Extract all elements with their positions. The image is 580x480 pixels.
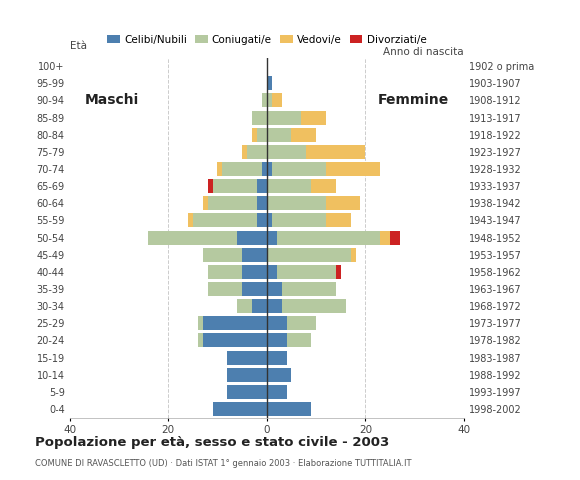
- Text: Età: Età: [70, 41, 86, 51]
- Bar: [267, 299, 281, 313]
- Bar: [267, 282, 281, 296]
- Bar: [257, 128, 267, 142]
- Bar: [262, 94, 267, 108]
- Bar: [291, 128, 316, 142]
- Bar: [336, 265, 340, 279]
- Bar: [242, 145, 247, 159]
- Bar: [267, 334, 287, 348]
- Bar: [267, 94, 271, 108]
- Text: Maschi: Maschi: [84, 94, 139, 108]
- Bar: [247, 145, 267, 159]
- Bar: [202, 334, 267, 348]
- Bar: [267, 230, 277, 245]
- Bar: [257, 179, 267, 193]
- Bar: [202, 316, 267, 330]
- Bar: [267, 248, 350, 262]
- Bar: [267, 385, 287, 399]
- Bar: [227, 385, 267, 399]
- Bar: [326, 196, 360, 210]
- Bar: [208, 196, 257, 210]
- Text: Femmine: Femmine: [378, 94, 449, 108]
- Text: Popolazione per età, sesso e stato civile - 2003: Popolazione per età, sesso e stato civil…: [35, 436, 389, 449]
- Bar: [267, 162, 271, 176]
- Bar: [267, 350, 287, 365]
- Bar: [390, 230, 400, 245]
- Bar: [202, 248, 242, 262]
- Bar: [242, 248, 267, 262]
- Bar: [326, 162, 380, 176]
- Bar: [188, 214, 193, 228]
- Bar: [237, 299, 252, 313]
- Bar: [326, 214, 350, 228]
- Bar: [227, 368, 267, 382]
- Bar: [222, 162, 262, 176]
- Bar: [267, 214, 271, 228]
- Bar: [212, 179, 257, 193]
- Bar: [242, 265, 267, 279]
- Bar: [212, 402, 267, 416]
- Bar: [281, 282, 336, 296]
- Bar: [267, 145, 306, 159]
- Bar: [208, 282, 242, 296]
- Bar: [271, 94, 281, 108]
- Bar: [193, 214, 257, 228]
- Bar: [218, 162, 222, 176]
- Bar: [242, 282, 267, 296]
- Bar: [257, 214, 267, 228]
- Bar: [267, 76, 271, 90]
- Bar: [271, 214, 326, 228]
- Bar: [281, 299, 346, 313]
- Bar: [227, 350, 267, 365]
- Bar: [287, 334, 311, 348]
- Bar: [306, 145, 365, 159]
- Bar: [252, 128, 257, 142]
- Bar: [267, 368, 291, 382]
- Bar: [350, 248, 356, 262]
- Bar: [252, 110, 267, 125]
- Bar: [267, 179, 311, 193]
- Text: Anno di nascita: Anno di nascita: [383, 47, 464, 57]
- Bar: [267, 316, 287, 330]
- Bar: [267, 402, 311, 416]
- Bar: [198, 334, 202, 348]
- Bar: [277, 265, 336, 279]
- Bar: [198, 316, 202, 330]
- Bar: [287, 316, 316, 330]
- Bar: [311, 179, 336, 193]
- Legend: Celibi/Nubili, Coniugati/e, Vedovi/e, Divorziati/e: Celibi/Nubili, Coniugati/e, Vedovi/e, Di…: [103, 30, 430, 49]
- Bar: [202, 196, 208, 210]
- Bar: [380, 230, 390, 245]
- Bar: [148, 230, 237, 245]
- Bar: [262, 162, 267, 176]
- Bar: [267, 110, 301, 125]
- Bar: [267, 128, 291, 142]
- Text: COMUNE DI RAVASCLETTO (UD) · Dati ISTAT 1° gennaio 2003 · Elaborazione TUTTITALI: COMUNE DI RAVASCLETTO (UD) · Dati ISTAT …: [35, 459, 411, 468]
- Bar: [277, 230, 380, 245]
- Bar: [237, 230, 267, 245]
- Bar: [208, 265, 242, 279]
- Bar: [301, 110, 326, 125]
- Bar: [271, 162, 326, 176]
- Bar: [257, 196, 267, 210]
- Bar: [208, 179, 212, 193]
- Bar: [267, 196, 326, 210]
- Bar: [252, 299, 267, 313]
- Bar: [267, 265, 277, 279]
